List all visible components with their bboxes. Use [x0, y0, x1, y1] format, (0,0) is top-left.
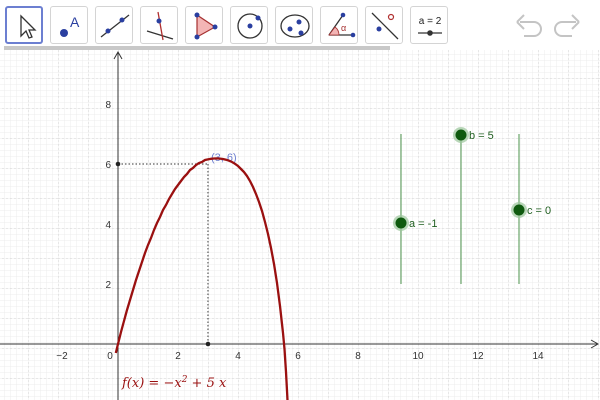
cursor-arrow-icon: [20, 14, 37, 39]
point-tool[interactable]: A: [50, 6, 88, 44]
x-tick-labels: −2 0 2 4 6 8 10 12 14: [56, 351, 544, 362]
function-name: f(x): [121, 376, 144, 391]
slider-handle[interactable]: [395, 217, 407, 229]
x-tick-label: 2: [175, 351, 181, 362]
x-tick-label: 14: [532, 351, 544, 362]
line-icon: [100, 14, 130, 38]
slider-label: b = 5: [469, 130, 494, 142]
x-tick-label: 0: [107, 351, 113, 362]
circle-with-center-tool[interactable]: [230, 6, 268, 44]
x-axis-arrow: [590, 339, 600, 349]
reflect-icon: [371, 12, 399, 40]
function-rest: + 5 x: [187, 376, 227, 391]
y-tick-label: 6: [105, 160, 111, 171]
polygon-tool[interactable]: [185, 6, 223, 44]
redo-icon[interactable]: [552, 12, 582, 38]
angle-tool[interactable]: α: [320, 6, 358, 44]
y-axis-arrow: [113, 50, 123, 60]
ellipse-icon: [280, 14, 310, 38]
reflect-tool[interactable]: [365, 6, 403, 44]
function-curve[interactable]: [114, 157, 289, 400]
slider-label: a = -1: [409, 218, 437, 230]
major-grid: [0, 50, 600, 400]
perpendicular-line-icon: [146, 11, 174, 41]
y-tick-label: 2: [105, 280, 111, 291]
slider-c[interactable]: c = 0: [511, 134, 551, 284]
toolbar: A α: [0, 0, 600, 50]
function-exponent: 2: [181, 375, 188, 385]
y-tick-label: 4: [105, 220, 111, 231]
slider-tool[interactable]: a = 2: [410, 6, 448, 44]
slider-handle[interactable]: [455, 129, 467, 141]
slider-label: c = 0: [527, 205, 551, 217]
x-tick-label: −2: [56, 351, 68, 362]
svg-text:α: α: [341, 23, 346, 33]
x-tick-label: 6: [295, 351, 301, 362]
y-projection-point[interactable]: [115, 161, 121, 167]
x-tick-label: 8: [355, 351, 361, 362]
x-tick-label: 10: [412, 351, 424, 362]
y-tick-label: 8: [105, 100, 111, 111]
slider-tool-label: a = 2: [419, 16, 442, 27]
slider-handle[interactable]: [513, 204, 525, 216]
perpendicular-line-tool[interactable]: [140, 6, 178, 44]
slider-b[interactable]: b = 5: [453, 127, 494, 284]
ellipse-tool[interactable]: [275, 6, 313, 44]
polygon-icon: [194, 12, 218, 40]
x-tick-label: 12: [472, 351, 484, 362]
x-projection-point[interactable]: [205, 341, 211, 347]
x-tick-label: 4: [235, 351, 241, 362]
slider-a[interactable]: a = -1: [393, 134, 437, 284]
move-tool[interactable]: [5, 6, 43, 44]
function-equation: = −x: [144, 376, 182, 391]
function-label: f(x) = −x2 + 5 x: [121, 375, 227, 391]
graphics-view[interactable]: −2 0 2 4 6 8 10 12 14 2 4 6 8 (3, 6) f(x…: [0, 50, 600, 400]
point-icon: A: [60, 14, 80, 37]
line-tool[interactable]: [95, 6, 133, 44]
slider-icon: a = 2: [418, 16, 442, 36]
toolbar-divider: [4, 46, 390, 50]
circle-icon: [237, 13, 263, 39]
undo-icon[interactable]: [514, 12, 544, 38]
angle-icon: α: [328, 12, 356, 38]
y-tick-labels: 2 4 6 8: [105, 100, 111, 291]
point-tool-glyph: A: [70, 14, 80, 30]
